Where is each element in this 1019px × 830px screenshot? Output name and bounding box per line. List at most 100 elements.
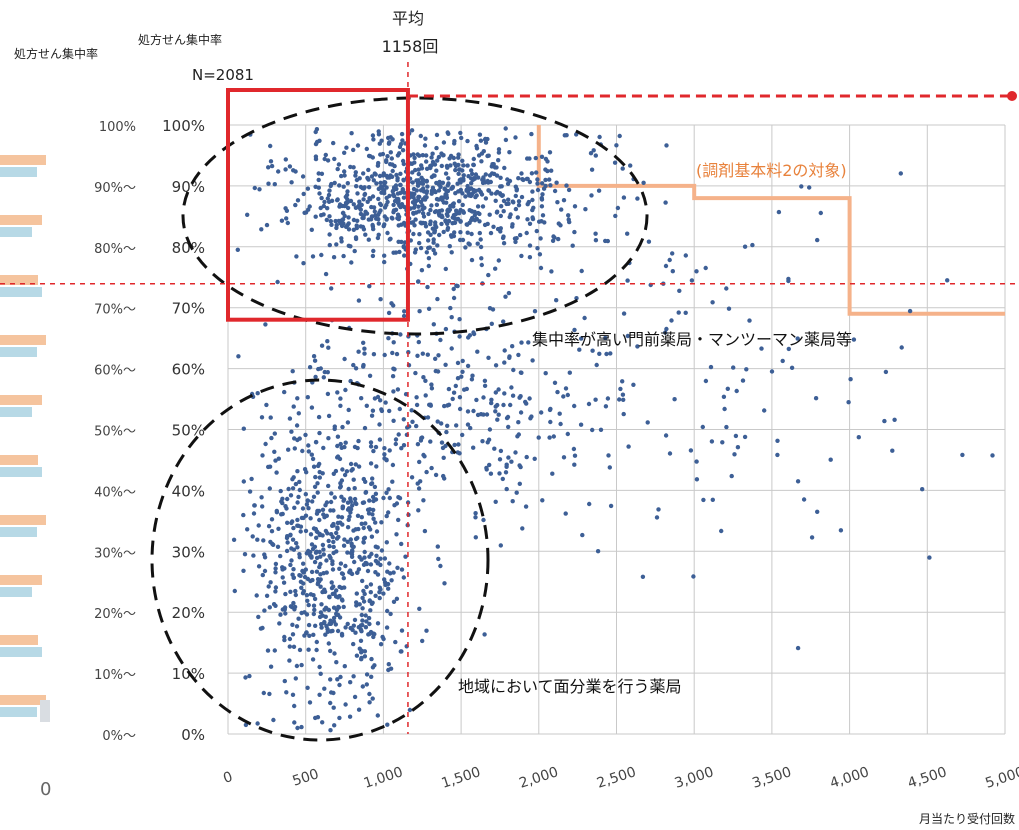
data-point <box>539 204 545 209</box>
data-point <box>299 724 304 730</box>
data-point <box>353 170 358 175</box>
data-point <box>555 200 560 205</box>
data-point <box>309 569 315 575</box>
data-point <box>617 133 622 139</box>
data-point <box>453 212 458 217</box>
y-tick-label: 60% <box>172 361 205 379</box>
data-point <box>387 408 392 414</box>
data-point <box>369 656 374 662</box>
data-point <box>436 188 442 193</box>
data-point <box>501 319 506 324</box>
data-point <box>507 150 512 155</box>
data-point <box>565 431 570 437</box>
data-point <box>371 498 376 504</box>
data-point <box>461 163 466 168</box>
data-point <box>390 479 395 484</box>
data-point <box>549 269 554 274</box>
data-point <box>460 202 465 208</box>
data-point <box>373 444 379 450</box>
data-point <box>382 352 387 358</box>
target-region-outline <box>536 125 1005 316</box>
data-point <box>370 194 376 199</box>
data-point <box>552 380 558 385</box>
data-point <box>338 484 343 489</box>
data-point <box>368 217 374 222</box>
data-point <box>354 603 359 608</box>
data-point <box>321 512 326 517</box>
data-point <box>469 176 474 181</box>
data-point <box>318 561 323 567</box>
data-point <box>350 548 355 553</box>
data-point <box>302 467 308 472</box>
data-point <box>605 396 611 401</box>
data-point <box>744 367 749 372</box>
data-point <box>301 589 306 594</box>
data-point <box>284 548 290 554</box>
data-point <box>694 269 699 274</box>
data-point <box>337 715 342 721</box>
data-point <box>478 237 483 242</box>
data-point <box>291 600 296 606</box>
data-point <box>354 177 360 183</box>
data-point <box>366 185 372 190</box>
data-point <box>318 610 324 615</box>
data-point <box>386 667 391 673</box>
data-point <box>524 230 529 236</box>
data-point <box>315 490 320 495</box>
data-point <box>289 546 294 551</box>
data-point <box>294 541 299 546</box>
data-point <box>339 494 344 499</box>
data-point <box>321 375 326 380</box>
data-point <box>432 162 438 167</box>
data-point <box>369 674 374 679</box>
data-point <box>259 227 264 232</box>
data-point <box>332 651 337 656</box>
data-point <box>492 446 497 451</box>
data-point <box>323 632 328 637</box>
data-point <box>274 470 279 475</box>
data-point <box>305 498 310 503</box>
regional-ellipse <box>150 378 490 742</box>
data-point <box>267 605 272 610</box>
data-point <box>470 373 475 378</box>
data-point <box>277 621 282 626</box>
data-point <box>394 351 400 357</box>
data-point <box>335 434 341 439</box>
data-point <box>907 308 913 314</box>
data-point <box>571 446 577 452</box>
data-point <box>342 664 347 669</box>
data-point <box>315 529 320 535</box>
data-point <box>478 244 484 250</box>
data-point <box>352 694 358 700</box>
data-point <box>269 529 275 534</box>
data-point <box>566 187 572 193</box>
data-point <box>513 239 518 245</box>
data-point <box>312 596 318 602</box>
data-point <box>473 194 478 200</box>
data-point <box>493 363 499 368</box>
data-point <box>352 496 358 502</box>
data-point <box>275 279 280 285</box>
data-point <box>481 149 486 154</box>
data-point <box>259 495 264 500</box>
data-point <box>327 553 332 559</box>
data-point <box>425 230 431 235</box>
data-point <box>324 217 329 223</box>
data-point <box>801 497 807 502</box>
data-point <box>532 309 538 314</box>
data-point <box>362 549 367 555</box>
data-point <box>463 194 468 199</box>
data-point <box>433 356 438 361</box>
data-point <box>517 481 522 486</box>
data-point <box>345 189 350 194</box>
data-point <box>325 531 330 536</box>
data-point <box>511 200 516 205</box>
data-point <box>480 177 485 182</box>
data-point <box>232 588 237 594</box>
data-point <box>394 186 399 192</box>
data-point <box>550 471 555 476</box>
data-point <box>328 183 333 189</box>
data-point <box>331 544 336 550</box>
data-point <box>475 412 481 418</box>
data-point <box>317 138 322 143</box>
